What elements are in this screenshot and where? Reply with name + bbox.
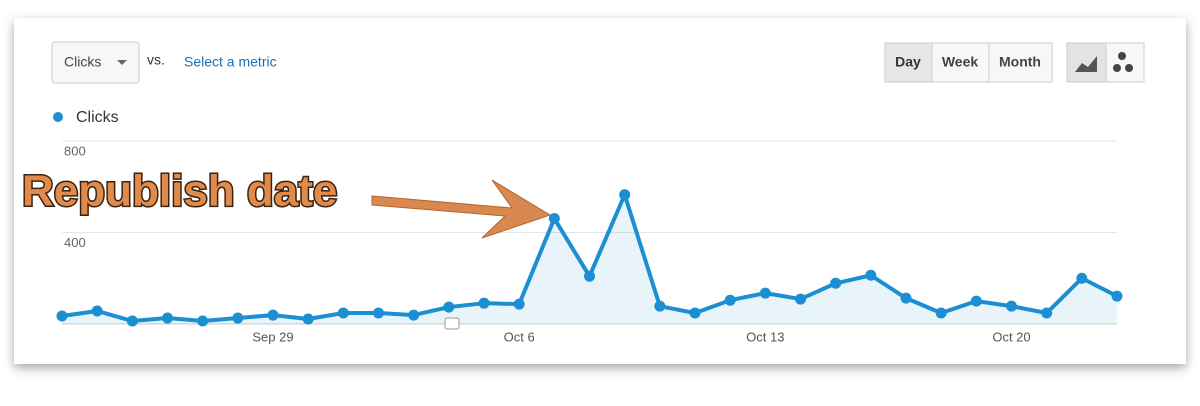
point xyxy=(619,189,631,201)
annotation-arrow xyxy=(371,179,552,239)
point xyxy=(126,315,138,327)
period-label: Month xyxy=(999,54,1041,70)
point xyxy=(232,312,244,324)
month-button[interactable] xyxy=(988,42,1053,83)
point xyxy=(91,305,103,317)
point xyxy=(548,213,560,225)
motion-view-button[interactable] xyxy=(1105,42,1145,83)
point xyxy=(584,270,595,282)
point xyxy=(337,307,349,319)
x-tick-label: Sep 29 xyxy=(252,329,293,344)
day-button[interactable] xyxy=(884,42,933,83)
period-label: Day xyxy=(895,54,921,70)
point xyxy=(408,309,420,321)
period-label: Week xyxy=(942,54,979,70)
point xyxy=(935,307,947,319)
y-tick-label: 800 xyxy=(64,143,86,158)
point xyxy=(443,301,455,313)
metric-dropdown[interactable] xyxy=(51,41,140,84)
vs-label: vs. xyxy=(147,52,165,68)
point xyxy=(654,300,666,312)
point xyxy=(373,307,384,319)
point xyxy=(513,298,525,310)
annotation: Republish date xyxy=(22,167,337,216)
point xyxy=(478,297,490,309)
point xyxy=(1006,300,1017,312)
week-button[interactable] xyxy=(931,42,990,83)
scatter-icon xyxy=(1125,64,1133,72)
select-metric-link[interactable]: Select a metric xyxy=(184,54,277,70)
line-icon xyxy=(1075,56,1097,72)
scatter-icon xyxy=(1118,52,1126,60)
point xyxy=(1076,272,1088,284)
x-tick-label: Oct 6 xyxy=(504,329,535,344)
point xyxy=(759,287,771,299)
legend-label: Clicks xyxy=(76,109,119,126)
point xyxy=(689,307,701,319)
legend-marker xyxy=(53,112,63,122)
point xyxy=(795,293,806,305)
point xyxy=(724,294,736,306)
point xyxy=(900,292,912,304)
point xyxy=(1111,290,1123,302)
point xyxy=(56,310,68,322)
note-icon xyxy=(444,317,460,330)
y-tick-label: 400 xyxy=(64,235,86,250)
point xyxy=(830,277,842,289)
point xyxy=(267,309,279,321)
area xyxy=(62,194,1117,324)
point xyxy=(162,312,173,324)
line-view-button[interactable] xyxy=(1066,42,1107,83)
x-tick-label: Oct 13 xyxy=(746,329,784,344)
point xyxy=(302,313,314,325)
scatter-icon xyxy=(1113,64,1121,72)
x-tick-label: Oct 20 xyxy=(992,329,1030,344)
dropdown-caret xyxy=(117,60,127,65)
point xyxy=(970,295,982,307)
point xyxy=(197,315,209,327)
metric-label: Clicks xyxy=(64,54,101,70)
point xyxy=(1041,307,1053,319)
point xyxy=(865,269,877,281)
